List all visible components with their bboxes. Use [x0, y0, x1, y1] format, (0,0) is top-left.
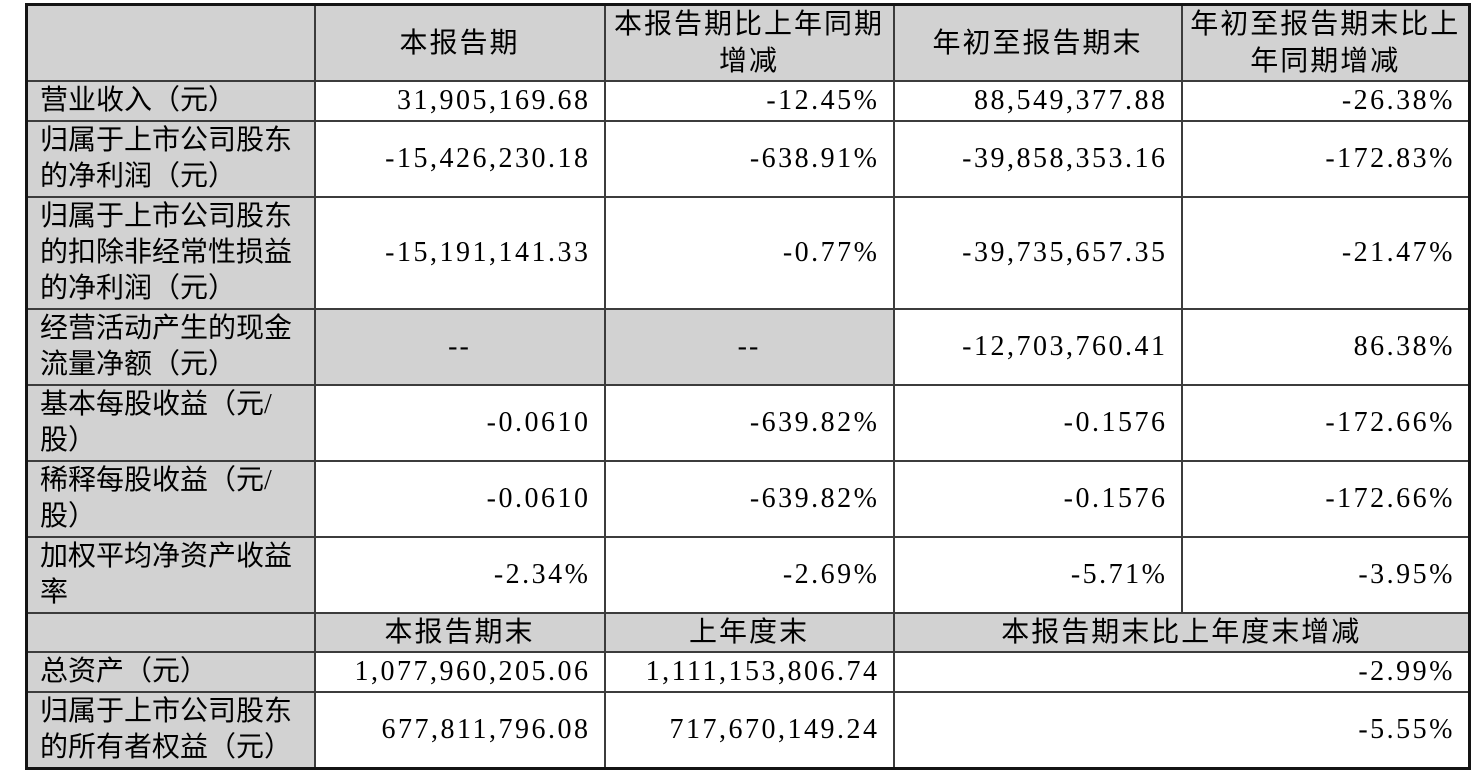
weighted-avg-roe-ytd-change: -3.95%: [1180, 536, 1471, 614]
row-label-operating-cash-flow: 经营活动产生的现金 流量净额（元）: [25, 308, 316, 386]
diluted-eps-ytd-change: -172.66%: [1180, 460, 1471, 538]
table-row-revenue: 营业收入（元） 31,905,169.68 -12.45% 88,549,377…: [25, 80, 1471, 122]
basic-eps-ytd: -0.1576: [892, 384, 1183, 462]
revenue-ytd: 88,549,377.88: [892, 80, 1183, 122]
revenue-ytd-change: -26.38%: [1180, 80, 1471, 122]
row-label-equity: 归属于上市公司股东 的所有者权益（元）: [25, 691, 316, 770]
net-profit-ytd: -39,858,353.16: [892, 120, 1183, 198]
row-label-revenue: 营业收入（元）: [25, 80, 316, 122]
basic-eps-ytd-change: -172.66%: [1180, 384, 1471, 462]
col-header-ytd: 年初至报告期末: [892, 3, 1183, 82]
financial-summary-table: 本报告期 本报告期比上年同期 增减 年初至报告期末 年初至报告期末比上 年同期增…: [25, 3, 1471, 770]
net-profit-excl-current-change: -0.77%: [603, 196, 895, 310]
equity-period-end: 677,811,796.08: [313, 691, 606, 770]
operating-cash-flow-ytd: -12,703,760.41: [892, 308, 1183, 386]
equity-change: -5.55%: [892, 691, 1471, 770]
operating-cash-flow-ytd-change: 86.38%: [1180, 308, 1471, 386]
subheader-change-merged: 本报告期末比上年度末增减: [892, 612, 1471, 653]
col-header-empty: [25, 3, 316, 82]
total-assets-change: -2.99%: [892, 651, 1471, 693]
table-subheader-row: 本报告期末 上年度末 本报告期末比上年度末增减: [25, 612, 1471, 653]
subheader-prior-year-end: 上年度末: [603, 612, 895, 653]
operating-cash-flow-current-change: --: [603, 308, 895, 386]
table-row-operating-cash-flow: 经营活动产生的现金 流量净额（元） -- -- -12,703,760.41 8…: [25, 308, 1471, 386]
net-profit-excl-current-period: -15,191,141.33: [313, 196, 606, 310]
diluted-eps-ytd: -0.1576: [892, 460, 1183, 538]
row-label-diluted-eps: 稀释每股收益（元/ 股）: [25, 460, 316, 538]
net-profit-excl-ytd-change: -21.47%: [1180, 196, 1471, 310]
net-profit-current-change: -638.91%: [603, 120, 895, 198]
row-label-basic-eps: 基本每股收益（元/ 股）: [25, 384, 316, 462]
basic-eps-current-period: -0.0610: [313, 384, 606, 462]
revenue-current-change: -12.45%: [603, 80, 895, 122]
weighted-avg-roe-current-period: -2.34%: [313, 536, 606, 614]
basic-eps-current-change: -639.82%: [603, 384, 895, 462]
weighted-avg-roe-current-change: -2.69%: [603, 536, 895, 614]
table-row-total-assets: 总资产（元） 1,077,960,205.06 1,111,153,806.74…: [25, 651, 1471, 693]
row-label-weighted-avg-roe: 加权平均净资产收益 率: [25, 536, 316, 614]
net-profit-excl-ytd: -39,735,657.35: [892, 196, 1183, 310]
table-row-weighted-avg-roe: 加权平均净资产收益 率 -2.34% -2.69% -5.71% -3.95%: [25, 536, 1471, 614]
revenue-current-period: 31,905,169.68: [313, 80, 606, 122]
table-row-net-profit-excl-nonrecurring: 归属于上市公司股东 的扣除非经常性损益 的净利润（元） -15,191,141.…: [25, 196, 1471, 310]
equity-prior-year-end: 717,670,149.24: [603, 691, 895, 770]
subheader-period-end: 本报告期末: [313, 612, 606, 653]
row-label-net-profit: 归属于上市公司股东 的净利润（元）: [25, 120, 316, 198]
table-row-basic-eps: 基本每股收益（元/ 股） -0.0610 -639.82% -0.1576 -1…: [25, 384, 1471, 462]
col-header-current-period: 本报告期: [313, 3, 606, 82]
table-header-row: 本报告期 本报告期比上年同期 增减 年初至报告期末 年初至报告期末比上 年同期增…: [25, 3, 1471, 82]
table-row-net-profit: 归属于上市公司股东 的净利润（元） -15,426,230.18 -638.91…: [25, 120, 1471, 198]
total-assets-period-end: 1,077,960,205.06: [313, 651, 606, 693]
diluted-eps-current-change: -639.82%: [603, 460, 895, 538]
col-header-ytd-change: 年初至报告期末比上 年同期增减: [1180, 3, 1471, 82]
row-label-total-assets: 总资产（元）: [25, 651, 316, 693]
table-row-diluted-eps: 稀释每股收益（元/ 股） -0.0610 -639.82% -0.1576 -1…: [25, 460, 1471, 538]
net-profit-current-period: -15,426,230.18: [313, 120, 606, 198]
diluted-eps-current-period: -0.0610: [313, 460, 606, 538]
total-assets-prior-year-end: 1,111,153,806.74: [603, 651, 895, 693]
table-row-equity: 归属于上市公司股东 的所有者权益（元） 677,811,796.08 717,6…: [25, 691, 1471, 770]
col-header-current-period-change: 本报告期比上年同期 增减: [603, 3, 895, 82]
net-profit-ytd-change: -172.83%: [1180, 120, 1471, 198]
subheader-empty: [25, 612, 316, 653]
operating-cash-flow-current-period: --: [313, 308, 606, 386]
row-label-net-profit-excl-nonrecurring: 归属于上市公司股东 的扣除非经常性损益 的净利润（元）: [25, 196, 316, 310]
weighted-avg-roe-ytd: -5.71%: [892, 536, 1183, 614]
